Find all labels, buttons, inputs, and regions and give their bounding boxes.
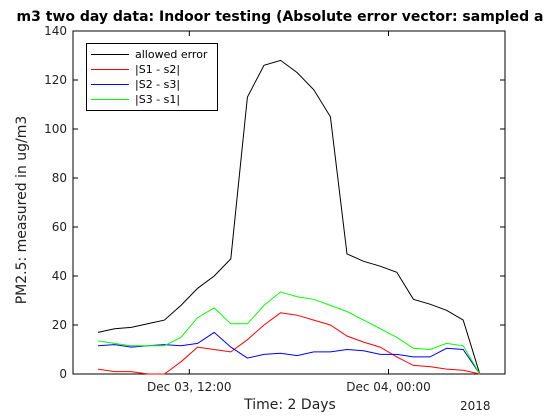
x-axis-year-label: 2018 (460, 399, 491, 413)
y-tick-label: 20 (52, 318, 67, 332)
legend-item-s1-s2: |S1 - s2| (91, 62, 180, 76)
series-line-s1-s2 (97, 312, 480, 375)
series-line-s2-s3 (97, 331, 481, 375)
y-axis-label: PM2.5: measured in ug/m3 (14, 115, 30, 305)
x-tick-label: Dec 03, 12:00 (147, 380, 232, 394)
y-tick-label: 140 (44, 24, 67, 38)
y-tick-label: 120 (44, 73, 67, 87)
legend: allowed error |S1 - s2| |S2 - s3| |S3 - … (86, 43, 218, 111)
chart-title: m3 two day data: Indoor testing (Absolut… (16, 9, 544, 25)
legend-swatch (91, 68, 129, 70)
y-axis-ticks: 0 20 40 60 80 100 120 140 (44, 24, 505, 381)
legend-swatch (91, 53, 129, 55)
y-tick-label: 60 (52, 220, 67, 234)
legend-swatch (91, 83, 129, 85)
legend-swatch (91, 98, 129, 100)
legend-label: allowed error (135, 47, 208, 61)
y-tick-label: 0 (59, 367, 67, 381)
legend-item-allowed-error: allowed error (91, 47, 207, 61)
legend-item-s2-s3: |S2 - s3| (91, 77, 180, 91)
y-tick-label: 40 (52, 269, 67, 283)
series-line-allowed-error (97, 59, 481, 375)
series-lines (97, 59, 481, 375)
x-tick-label: Dec 04, 00:00 (346, 380, 431, 394)
y-tick-label: 80 (52, 171, 67, 185)
legend-label: |S1 - s2| (135, 62, 181, 76)
legend-label: |S3 - s1| (135, 92, 181, 106)
x-axis-ticks: Dec 03, 12:00 Dec 04, 00:00 (147, 31, 431, 394)
y-tick-label: 100 (44, 122, 67, 136)
x-axis-label: Time: 2 Days (244, 397, 336, 413)
legend-label: |S2 - s3| (135, 77, 181, 91)
series-line-s3-s1 (97, 291, 481, 375)
legend-item-s3-s1: |S3 - s1| (91, 92, 180, 106)
